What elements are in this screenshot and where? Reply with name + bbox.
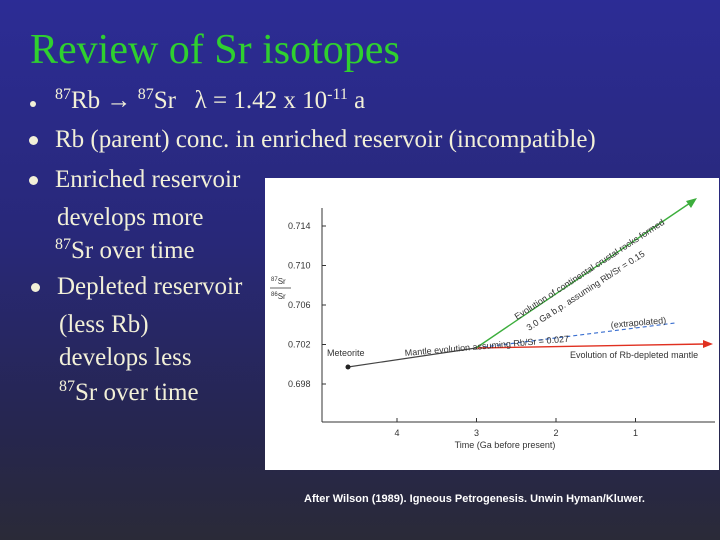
extrapolated-line (475, 322, 676, 349)
bullet-dot (29, 136, 38, 145)
depleted-line (475, 343, 706, 349)
x-tick-label: 1 (633, 428, 638, 438)
text: develops more (57, 204, 204, 231)
x-label: Time (Ga before present) (455, 440, 556, 450)
y-label: 87Sr (271, 277, 286, 286)
bullet-line: Rb (parent) conc. in enriched reservoir … (55, 125, 596, 155)
superscript: -11 (327, 86, 348, 103)
crust-line (475, 202, 691, 349)
bullet-line: Enriched reservoir (55, 165, 240, 195)
meteorite-point (345, 364, 351, 370)
text: Sr over time (71, 237, 195, 264)
text: (less Rb) (59, 311, 149, 338)
superscript: 87 (55, 86, 71, 103)
label: (extrapolated) (610, 315, 666, 330)
text: Rb → (71, 87, 138, 114)
bullet-dot (29, 176, 38, 185)
arrow (686, 198, 697, 208)
bullet-line: 87Sr over time (59, 378, 199, 408)
label: Evolution of Rb-depleted mantle (570, 350, 698, 360)
bullet-dot (30, 101, 36, 107)
text: Enriched reservoir (55, 166, 241, 193)
y-tick-label: 0.714 (288, 221, 311, 231)
superscript: 87 (137, 86, 154, 103)
y-tick-label: 0.698 (288, 379, 311, 389)
bullet-line: (less Rb) (59, 310, 149, 340)
bullet-line: 87Rb → 87Sr λ = 1.42 x 10-11 a (55, 86, 365, 116)
text: develops less (59, 344, 192, 371)
bullet-line: develops less (59, 343, 192, 373)
arrow (703, 340, 713, 348)
figure-background (265, 178, 719, 470)
text: Sr λ = 1.42 x 10 (153, 87, 328, 114)
y-tick-label: 0.706 (288, 300, 311, 310)
bullet-dot (31, 283, 40, 292)
superscript: 87 (59, 378, 75, 395)
superscript: 87 (55, 236, 71, 253)
text: Rb (parent) conc. in enriched reservoir … (55, 126, 596, 153)
text: Depleted reservoir (57, 273, 243, 300)
caption: After Wilson (1989). Igneous Petrogenesi… (304, 493, 645, 505)
text: a (347, 87, 366, 114)
y-tick-label: 0.702 (288, 340, 311, 350)
x-tick-label: 3 (474, 428, 479, 438)
x-tick-label: 2 (553, 428, 558, 438)
bullet-line: 87Sr over time (55, 236, 195, 266)
x-tick-label: 4 (394, 428, 399, 438)
y-label: 86Sr (271, 292, 286, 301)
slide-title: Review of Sr isotopes (30, 27, 400, 73)
text: Sr over time (75, 379, 199, 406)
label: Meteorite (327, 348, 365, 358)
mantle-line (347, 347, 477, 368)
bullet-line: Depleted reservoir (57, 272, 242, 302)
y-tick-label: 0.710 (288, 261, 311, 271)
bullet-line: develops more (57, 203, 203, 233)
